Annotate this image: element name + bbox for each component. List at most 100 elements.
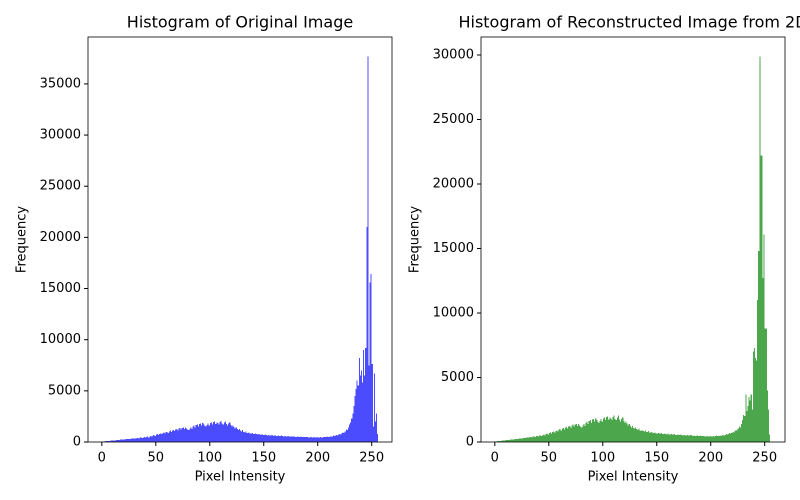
histogram-bar <box>767 409 770 442</box>
histogram-bar <box>557 431 559 442</box>
histogram-bar <box>765 328 767 442</box>
histogram-bar <box>614 418 616 442</box>
histogram-bar <box>364 375 366 442</box>
histogram-bar <box>759 56 761 443</box>
histogram-bar <box>371 364 373 442</box>
subplot: 0 50 100 150 200 250 0 5000 10000 15000 20000 25000… <box>15 13 393 485</box>
histogram-bar <box>309 437 311 442</box>
histogram-bar <box>670 433 672 442</box>
histogram-bar <box>282 436 284 442</box>
histogram-bar <box>347 427 350 442</box>
histogram-bar <box>523 438 526 442</box>
histogram-bar <box>189 428 191 442</box>
histogram-bar <box>631 426 633 442</box>
x-tick-label: 250 <box>359 451 384 466</box>
histogram-bar <box>155 434 157 442</box>
histogram-bar <box>695 435 697 442</box>
histogram-bar <box>263 435 265 442</box>
histogram-bar <box>684 435 686 442</box>
histogram-bar <box>255 433 257 442</box>
y-tick-label: 20000 <box>433 176 474 191</box>
histogram-bar <box>164 433 166 442</box>
histogram-bar <box>260 434 262 442</box>
histogram-bar <box>242 430 244 442</box>
histogram-bar <box>251 432 253 442</box>
histogram-bar <box>110 440 112 442</box>
histogram-bar <box>154 435 156 442</box>
histogram-bar <box>760 155 762 442</box>
histogram-bar <box>678 435 680 442</box>
histogram-bar <box>532 436 534 442</box>
histogram-bar <box>289 436 291 442</box>
histogram-bar <box>171 430 174 442</box>
histogram-bar <box>625 421 627 442</box>
histogram-bar <box>332 435 334 442</box>
histogram-bar <box>336 434 338 442</box>
histogram-bar <box>748 396 750 442</box>
histogram-bar <box>183 429 185 442</box>
histogram-bar <box>569 426 571 442</box>
histogram-bar <box>526 437 528 442</box>
histogram-bar <box>536 435 538 442</box>
histogram-bar <box>513 439 515 442</box>
histogram-bar <box>692 435 694 442</box>
histogram-bar <box>109 440 111 442</box>
histogram-bar <box>229 422 231 442</box>
histogram-bar <box>300 436 302 442</box>
histogram-bar <box>735 429 737 442</box>
x-tick-label: 50 <box>148 451 165 466</box>
histogram-bar <box>205 426 207 442</box>
histogram-bar <box>106 441 108 442</box>
histogram-bar <box>722 434 724 442</box>
histogram-bar <box>616 417 618 442</box>
histogram-bar <box>273 435 275 442</box>
histogram-bar <box>604 420 607 442</box>
histogram-bar <box>556 430 558 442</box>
histogram-bar <box>595 418 597 442</box>
histogram-bar <box>717 436 719 442</box>
histogram-bar <box>228 423 230 442</box>
histogram-bar <box>645 431 648 442</box>
histogram-bar <box>330 436 332 442</box>
histogram-bar <box>168 431 170 442</box>
histogram-bar <box>576 426 578 442</box>
histogram-bar <box>577 423 580 442</box>
histogram-bar <box>207 423 209 442</box>
histogram-bar <box>721 435 723 442</box>
histogram-bar <box>666 434 668 442</box>
histogram-bar <box>752 351 754 442</box>
histogram-bar <box>184 427 187 442</box>
histogram-bar <box>235 427 237 442</box>
histogram-bar <box>528 437 530 442</box>
histogram-bar <box>689 435 691 442</box>
histogram-bar <box>679 435 681 442</box>
histogram-bar <box>140 437 142 442</box>
histogram-bar <box>677 434 679 442</box>
histogram-bar <box>769 434 771 442</box>
histogram-bar <box>676 434 678 442</box>
histogram-bar <box>665 434 667 442</box>
histogram-bar <box>243 431 245 442</box>
histogram-bar <box>288 436 290 442</box>
histogram-bar <box>651 431 653 442</box>
x-tick-label: 50 <box>541 451 558 466</box>
histogram-bar <box>341 433 343 442</box>
histogram-bar <box>281 435 283 442</box>
histogram-bar <box>287 436 289 442</box>
histogram-bar <box>730 433 732 442</box>
histogram-bar <box>136 438 138 442</box>
histogram-bar <box>256 434 258 442</box>
y-tick-label: 15000 <box>40 281 81 296</box>
histogram-bar <box>217 423 219 442</box>
histogram-bar <box>575 424 577 442</box>
histogram-bar <box>711 436 713 442</box>
histogram-bar <box>240 430 242 442</box>
histogram-bar <box>637 429 639 442</box>
histogram-bar <box>339 433 341 442</box>
histogram-bar <box>562 427 564 442</box>
histogram-bar <box>599 420 601 442</box>
histogram-bar <box>196 424 198 442</box>
histogram-bar <box>306 436 309 442</box>
histogram-bar <box>602 418 604 442</box>
histogram-bar <box>699 435 702 442</box>
